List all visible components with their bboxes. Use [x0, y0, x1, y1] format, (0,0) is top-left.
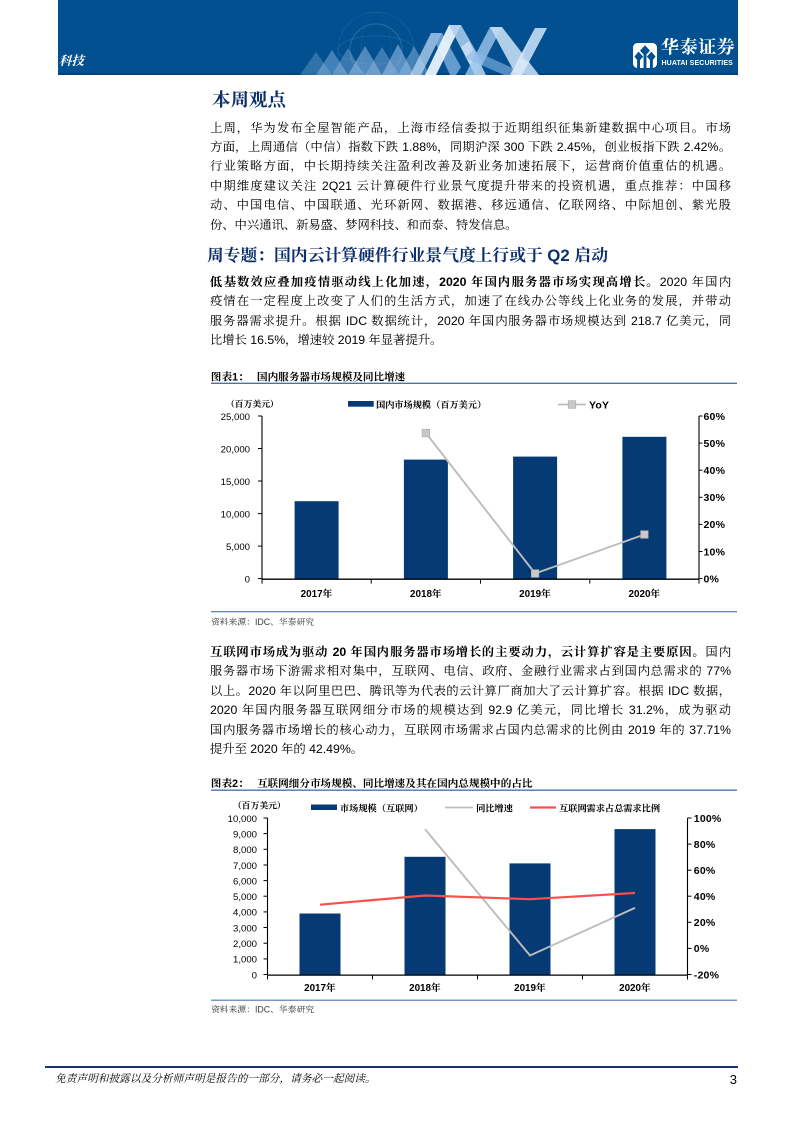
svg-text:2019年: 2019年: [519, 588, 551, 600]
svg-text:资料来源：IDC、华泰研究: 资料来源：IDC、华泰研究: [211, 617, 314, 627]
svg-text:0: 0: [245, 574, 250, 585]
svg-text:60%: 60%: [704, 411, 726, 423]
svg-text:20,000: 20,000: [221, 444, 250, 455]
svg-text:同比增速: 同比增速: [476, 803, 513, 814]
svg-text:YoY: YoY: [589, 399, 609, 411]
svg-text:25,000: 25,000: [221, 412, 250, 423]
svg-text:60%: 60%: [694, 865, 716, 877]
svg-text:-20%: -20%: [694, 969, 720, 981]
svg-text:10%: 10%: [704, 546, 726, 558]
svg-text:2017年: 2017年: [301, 588, 333, 600]
svg-text:2020年: 2020年: [628, 588, 660, 600]
svg-text:8,000: 8,000: [233, 845, 257, 856]
svg-text:0%: 0%: [704, 573, 720, 585]
svg-text:5,000: 5,000: [233, 892, 257, 903]
svg-text:100%: 100%: [694, 813, 722, 825]
svg-text:40%: 40%: [694, 891, 716, 903]
svg-text:2019年: 2019年: [514, 982, 546, 994]
svg-text:3,000: 3,000: [233, 923, 257, 934]
svg-text:10,000: 10,000: [228, 814, 257, 825]
svg-text:9,000: 9,000: [233, 829, 257, 840]
svg-text:40%: 40%: [704, 465, 726, 477]
svg-text:10,000: 10,000: [221, 509, 250, 520]
svg-text:图表2：: 图表2：: [211, 777, 249, 790]
svg-text:5,000: 5,000: [226, 542, 250, 553]
svg-text:国内市场规模（百万美元）: 国内市场规模（百万美元）: [376, 399, 486, 410]
svg-text:资料来源：IDC、华泰研究: 资料来源：IDC、华泰研究: [211, 1005, 314, 1015]
svg-text:互联网细分市场规模、同比增速及其在国内总规模中的占比: 互联网细分市场规模、同比增速及其在国内总规模中的占比: [257, 777, 533, 790]
svg-text:互联网需求占总需求比例: 互联网需求占总需求比例: [558, 804, 660, 814]
svg-text:2,000: 2,000: [233, 939, 257, 950]
svg-text:2018年: 2018年: [410, 588, 442, 600]
svg-text:4,000: 4,000: [233, 908, 257, 919]
svg-text:1,000: 1,000: [233, 955, 257, 966]
svg-text:国内服务器市场规模及同比增速: 国内服务器市场规模及同比增速: [257, 371, 406, 384]
svg-text:（百万美元）: （百万美元）: [226, 399, 279, 409]
svg-text:2017年: 2017年: [304, 982, 336, 994]
svg-text:图表1：: 图表1：: [211, 371, 249, 384]
svg-text:80%: 80%: [694, 839, 716, 851]
svg-text:7,000: 7,000: [233, 861, 257, 872]
svg-text:20%: 20%: [694, 917, 716, 929]
svg-text:30%: 30%: [704, 492, 726, 504]
svg-text:2018年: 2018年: [409, 982, 441, 994]
svg-text:2020年: 2020年: [619, 982, 651, 994]
svg-text:0%: 0%: [694, 943, 710, 955]
svg-text:15,000: 15,000: [221, 477, 250, 488]
svg-text:0: 0: [252, 970, 257, 981]
svg-text:20%: 20%: [704, 519, 726, 531]
svg-text:6,000: 6,000: [233, 876, 257, 887]
svg-text:（百万美元）: （百万美元）: [233, 801, 286, 811]
svg-text:市场规模（互联网）: 市场规模（互联网）: [339, 804, 423, 814]
svg-text:50%: 50%: [704, 438, 726, 450]
